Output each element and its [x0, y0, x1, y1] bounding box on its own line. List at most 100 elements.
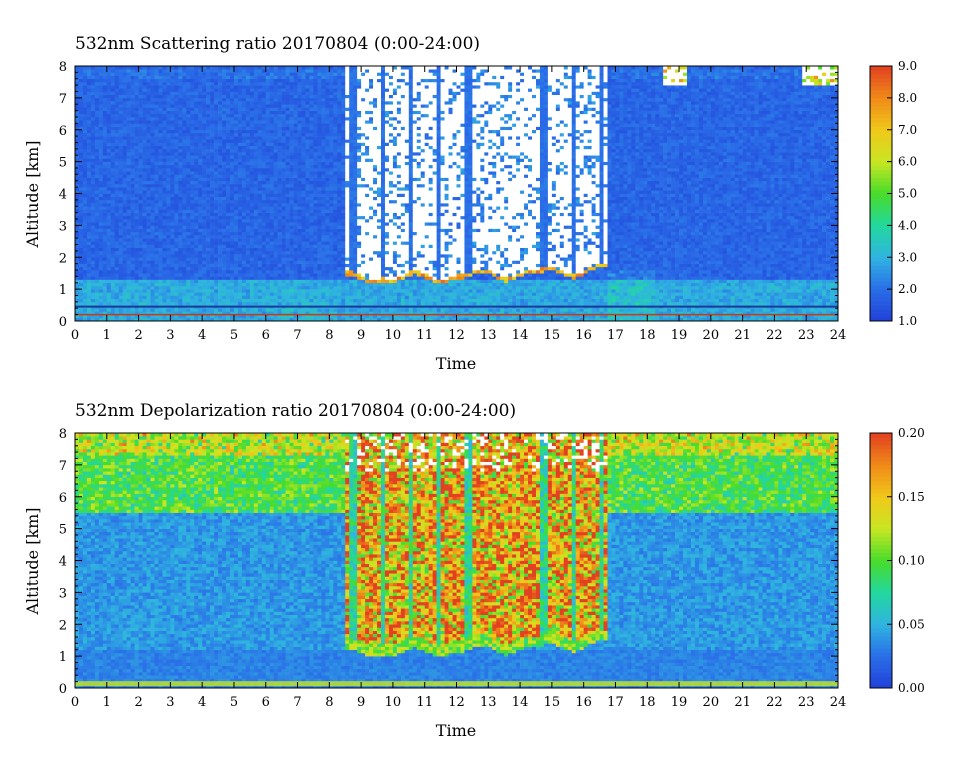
heatmap-cell: [249, 177, 255, 182]
heatmap-cell: [233, 295, 239, 299]
heatmap-cell: [237, 69, 243, 73]
heatmap-cell: [186, 168, 191, 172]
heatmap-cell: [206, 155, 211, 159]
heatmap-cell: [301, 155, 306, 159]
heatmap-cell: [150, 168, 155, 172]
heatmap-cell: [138, 215, 143, 220]
heatmap-cell: [90, 187, 96, 191]
heatmap-cell: [214, 266, 219, 271]
heatmap-cell: [90, 317, 96, 322]
heatmap-cell: [277, 174, 282, 178]
heatmap-cell: [301, 126, 306, 131]
heatmap-cell: [190, 254, 195, 258]
heatmap-cell: [265, 289, 271, 293]
heatmap-cell: [198, 314, 203, 319]
heatmap-cell: [257, 228, 263, 233]
heatmap-cell: [317, 247, 322, 252]
heatmap-cell: [178, 129, 183, 134]
heatmap-cell: [222, 88, 227, 92]
heatmap-cell: [198, 301, 203, 306]
heatmap-cell: [229, 136, 235, 140]
heatmap-cell: [257, 193, 263, 197]
heatmap-cell: [285, 145, 290, 150]
heatmap-cell: [182, 289, 187, 293]
heatmap-cell: [245, 142, 251, 146]
heatmap-cell: [313, 301, 318, 306]
heatmap-cell: [265, 187, 271, 191]
heatmap-cell: [218, 244, 223, 248]
heatmap-cell: [82, 225, 88, 229]
heatmap-cell: [186, 260, 191, 264]
heatmap-cell: [257, 257, 263, 261]
heatmap-cell: [134, 260, 139, 264]
heatmap-cell: [174, 241, 179, 245]
heatmap-cell: [178, 120, 183, 124]
heatmap-cell: [182, 311, 187, 315]
heatmap-cell: [78, 215, 84, 220]
heatmap-cell: [182, 148, 187, 153]
heatmap-cell: [269, 101, 274, 105]
heatmap-cell: [146, 168, 151, 172]
heatmap-cell: [142, 238, 147, 242]
heatmap-cell: [130, 81, 135, 86]
heatmap-cell: [277, 158, 282, 162]
heatmap-cell: [114, 145, 120, 150]
heatmap-cell: [158, 183, 163, 188]
heatmap-cell: [202, 317, 207, 322]
heatmap-cell: [174, 161, 179, 166]
heatmap-cell: [206, 69, 211, 73]
heatmap-cell: [305, 139, 310, 143]
heatmap-cell: [118, 234, 123, 239]
heatmap-cell: [226, 241, 231, 245]
heatmap-cell: [86, 148, 92, 153]
heatmap-cell: [174, 139, 179, 143]
heatmap-cell: [86, 231, 92, 236]
heatmap-cell: [106, 238, 112, 242]
heatmap-cell: [194, 193, 199, 197]
heatmap-cell: [218, 187, 223, 191]
heatmap-cell: [317, 155, 322, 159]
heatmap-cell: [249, 193, 255, 197]
heatmap-cell: [86, 250, 92, 255]
heatmap-cell: [237, 199, 243, 204]
heatmap-cell: [301, 203, 306, 207]
heatmap-cell: [305, 136, 310, 140]
heatmap-cell: [106, 158, 112, 162]
heatmap-cell: [78, 145, 84, 150]
heatmap-cell: [289, 164, 294, 169]
heatmap-cell: [214, 123, 219, 127]
heatmap-cell: [293, 174, 298, 178]
heatmap-cell: [293, 107, 298, 111]
heatmap-cell: [289, 209, 294, 213]
heatmap-cell: [285, 161, 290, 166]
heatmap-cell: [142, 266, 147, 271]
heatmap-cell: [233, 219, 239, 223]
heatmap-cell: [293, 75, 298, 80]
heatmap-cell: [166, 295, 171, 299]
heatmap-cell: [170, 174, 175, 178]
heatmap-cell: [170, 282, 175, 287]
heatmap-cell: [269, 177, 274, 182]
heatmap-cell: [138, 222, 143, 226]
heatmap-cell: [166, 273, 171, 277]
heatmap-cell: [94, 190, 100, 194]
heatmap-cell: [114, 247, 120, 252]
heatmap-cell: [237, 75, 243, 80]
heatmap-cell: [90, 164, 96, 169]
heatmap-cell: [261, 292, 267, 296]
heatmap-cell: [301, 72, 306, 76]
heatmap-cell: [210, 171, 215, 175]
heatmap-cell: [78, 247, 84, 252]
heatmap-cell: [277, 250, 282, 255]
heatmap-cell: [170, 285, 175, 290]
heatmap-cell: [75, 238, 80, 242]
heatmap-cell: [285, 308, 290, 312]
heatmap-cell: [126, 301, 131, 306]
heatmap-cell: [178, 298, 183, 303]
heatmap-cell: [86, 289, 92, 293]
heatmap-cell: [281, 142, 286, 146]
heatmap-cell: [178, 75, 183, 80]
heatmap-cell: [297, 295, 302, 299]
heatmap-cell: [138, 270, 143, 274]
heatmap-cell: [229, 161, 235, 166]
